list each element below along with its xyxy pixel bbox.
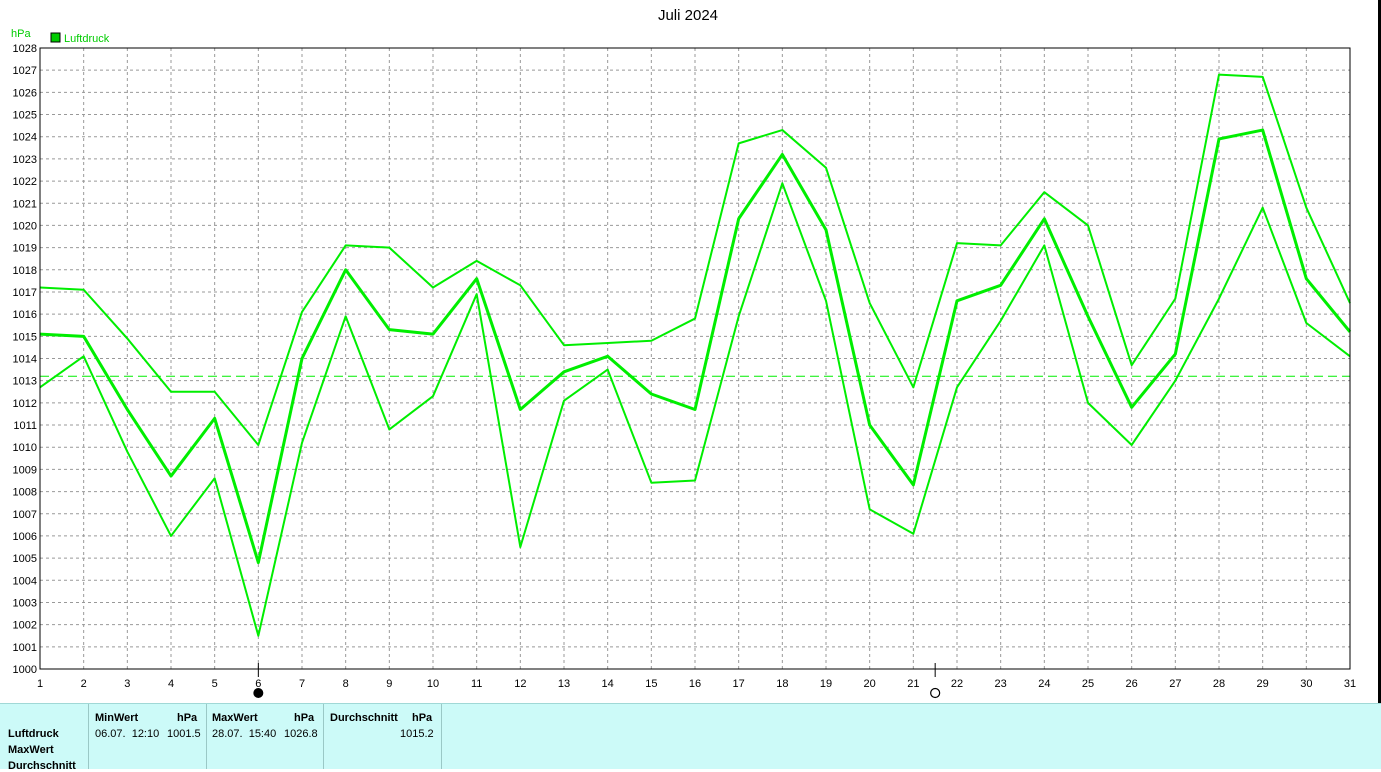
- y-tick-label: 1012: [13, 398, 37, 410]
- x-tick-label: 24: [1038, 678, 1050, 690]
- x-tick-label: 6: [255, 678, 261, 690]
- row-label-luftdruck: Luftdruck: [8, 728, 59, 740]
- chart-title: Juli 2024: [658, 7, 718, 24]
- y-tick-label: 1015: [13, 331, 37, 343]
- y-tick-label: 1005: [13, 553, 37, 565]
- avg-column: Durchschnitt hPa 1015.2: [324, 704, 442, 769]
- min-header: MinWert: [95, 712, 139, 724]
- x-tick-label: 20: [864, 678, 876, 690]
- x-tick-label: 25: [1082, 678, 1094, 690]
- avg-header: Durchschnitt: [330, 712, 398, 724]
- series-line-minwert: [39, 182, 1351, 637]
- x-tick-label: 29: [1257, 678, 1269, 690]
- x-tick-label: 17: [733, 678, 745, 690]
- y-tick-label: 1023: [13, 154, 37, 166]
- x-tick-label: 9: [386, 678, 392, 690]
- x-tick-label: 5: [212, 678, 218, 690]
- x-tick-label: 2: [81, 678, 87, 690]
- y-axis-unit: hPa: [11, 28, 31, 40]
- x-tick-labels: 1 2 3 4 5 6 7 8 9 10 11 12 13 14 15 16 17 18 19 20 21 22 23 24 2…: [37, 678, 1356, 690]
- y-tick-label: 1003: [13, 597, 37, 609]
- x-tick-label: 13: [558, 678, 570, 690]
- min-value: 1001.5: [167, 728, 201, 740]
- x-tick-label: 12: [514, 678, 526, 690]
- y-tick-label: 1013: [13, 376, 37, 388]
- y-tick-label: 1017: [13, 287, 37, 299]
- pressure-chart: Juli 2024 hPa Luftdruck 1000 1001 1002 1003…: [11, 7, 1356, 699]
- x-tick-label: 10: [427, 678, 439, 690]
- day-markers: [253, 663, 941, 699]
- x-tick-label: 1: [37, 678, 43, 690]
- y-tick-label: 1019: [13, 243, 37, 255]
- min-date: 06.07. 12:10: [95, 728, 160, 740]
- y-tick-label: 1001: [13, 642, 37, 654]
- x-tick-label: 21: [907, 678, 919, 690]
- x-tick-label: 22: [951, 678, 963, 690]
- legend-swatch: [50, 32, 61, 43]
- window-edge: [1378, 0, 1381, 768]
- max-date: 28.07. 15:40: [212, 728, 277, 740]
- y-tick-label: 1018: [13, 265, 37, 277]
- y-tick-label: 1002: [13, 620, 37, 632]
- y-tick-label: 1006: [13, 531, 37, 543]
- max-header: MaxWert: [212, 712, 258, 724]
- x-tick-label: 31: [1344, 678, 1356, 690]
- y-tick-label: 1020: [13, 220, 37, 232]
- x-tick-label: 3: [124, 678, 130, 690]
- x-tick-label: 26: [1126, 678, 1138, 690]
- y-tick-label: 1024: [13, 132, 37, 144]
- legend-label: Luftdruck: [64, 33, 110, 45]
- y-tick-label: 1026: [13, 87, 37, 99]
- y-tick-label: 1028: [13, 43, 37, 55]
- x-tick-label: 15: [645, 678, 657, 690]
- x-tick-label: 11: [471, 678, 482, 690]
- series-line-durchschnitt: [39, 128, 1352, 565]
- plot-frame: [39, 47, 1351, 670]
- y-tick-label: 1009: [13, 464, 37, 476]
- max-column: MaxWert hPa 28.07. 15:40 1026.8: [206, 704, 324, 769]
- y-tick-label: 1014: [13, 354, 37, 366]
- x-tick-label: 28: [1213, 678, 1225, 690]
- y-tick-label: 1007: [13, 509, 37, 521]
- y-tick-label: 1016: [13, 309, 37, 321]
- x-tick-label: 27: [1169, 678, 1181, 690]
- x-tick-label: 14: [602, 678, 614, 690]
- avg-value: 1015.2: [400, 728, 434, 740]
- x-tick-label: 19: [820, 678, 832, 690]
- y-tick-label: 1022: [13, 176, 37, 188]
- label-column: [0, 704, 89, 769]
- avg-unit: hPa: [412, 712, 433, 724]
- y-tick-label: 1027: [13, 65, 37, 77]
- y-tick-labels: 1000 1001 1002 1003 1004 1005 1006 1007 1008 1009…: [13, 43, 37, 676]
- stats-panel: Luftdruck MaxWert Durchschnitt MinWert h…: [0, 703, 1381, 772]
- x-tick-label: 18: [776, 678, 788, 690]
- grid: [40, 48, 1350, 669]
- y-tick-label: 1008: [13, 487, 37, 499]
- min-column: MinWert hPa 06.07. 12:10 1001.5: [88, 704, 207, 769]
- series-lines: [39, 73, 1352, 637]
- y-tick-label: 1010: [13, 442, 37, 454]
- y-tick-label: 1011: [13, 420, 37, 432]
- y-tick-label: 1000: [13, 664, 37, 676]
- min-unit: hPa: [177, 712, 198, 724]
- max-unit: hPa: [294, 712, 315, 724]
- row-label-maxwert: MaxWert: [8, 744, 54, 756]
- y-tick-label: 1004: [13, 575, 37, 587]
- filled-circle-marker: [253, 688, 264, 698]
- x-tick-label: 23: [995, 678, 1007, 690]
- y-tick-label: 1025: [13, 110, 37, 122]
- x-tick-label: 8: [343, 678, 349, 690]
- open-circle-marker: [930, 687, 941, 699]
- x-tick-label: 7: [299, 678, 305, 690]
- x-tick-label: 4: [168, 678, 174, 690]
- x-tick-label: 30: [1300, 678, 1312, 690]
- series-line-maxwert: [39, 73, 1351, 446]
- max-value: 1026.8: [284, 728, 318, 740]
- y-tick-label: 1021: [13, 198, 37, 210]
- x-tick-label: 16: [689, 678, 701, 690]
